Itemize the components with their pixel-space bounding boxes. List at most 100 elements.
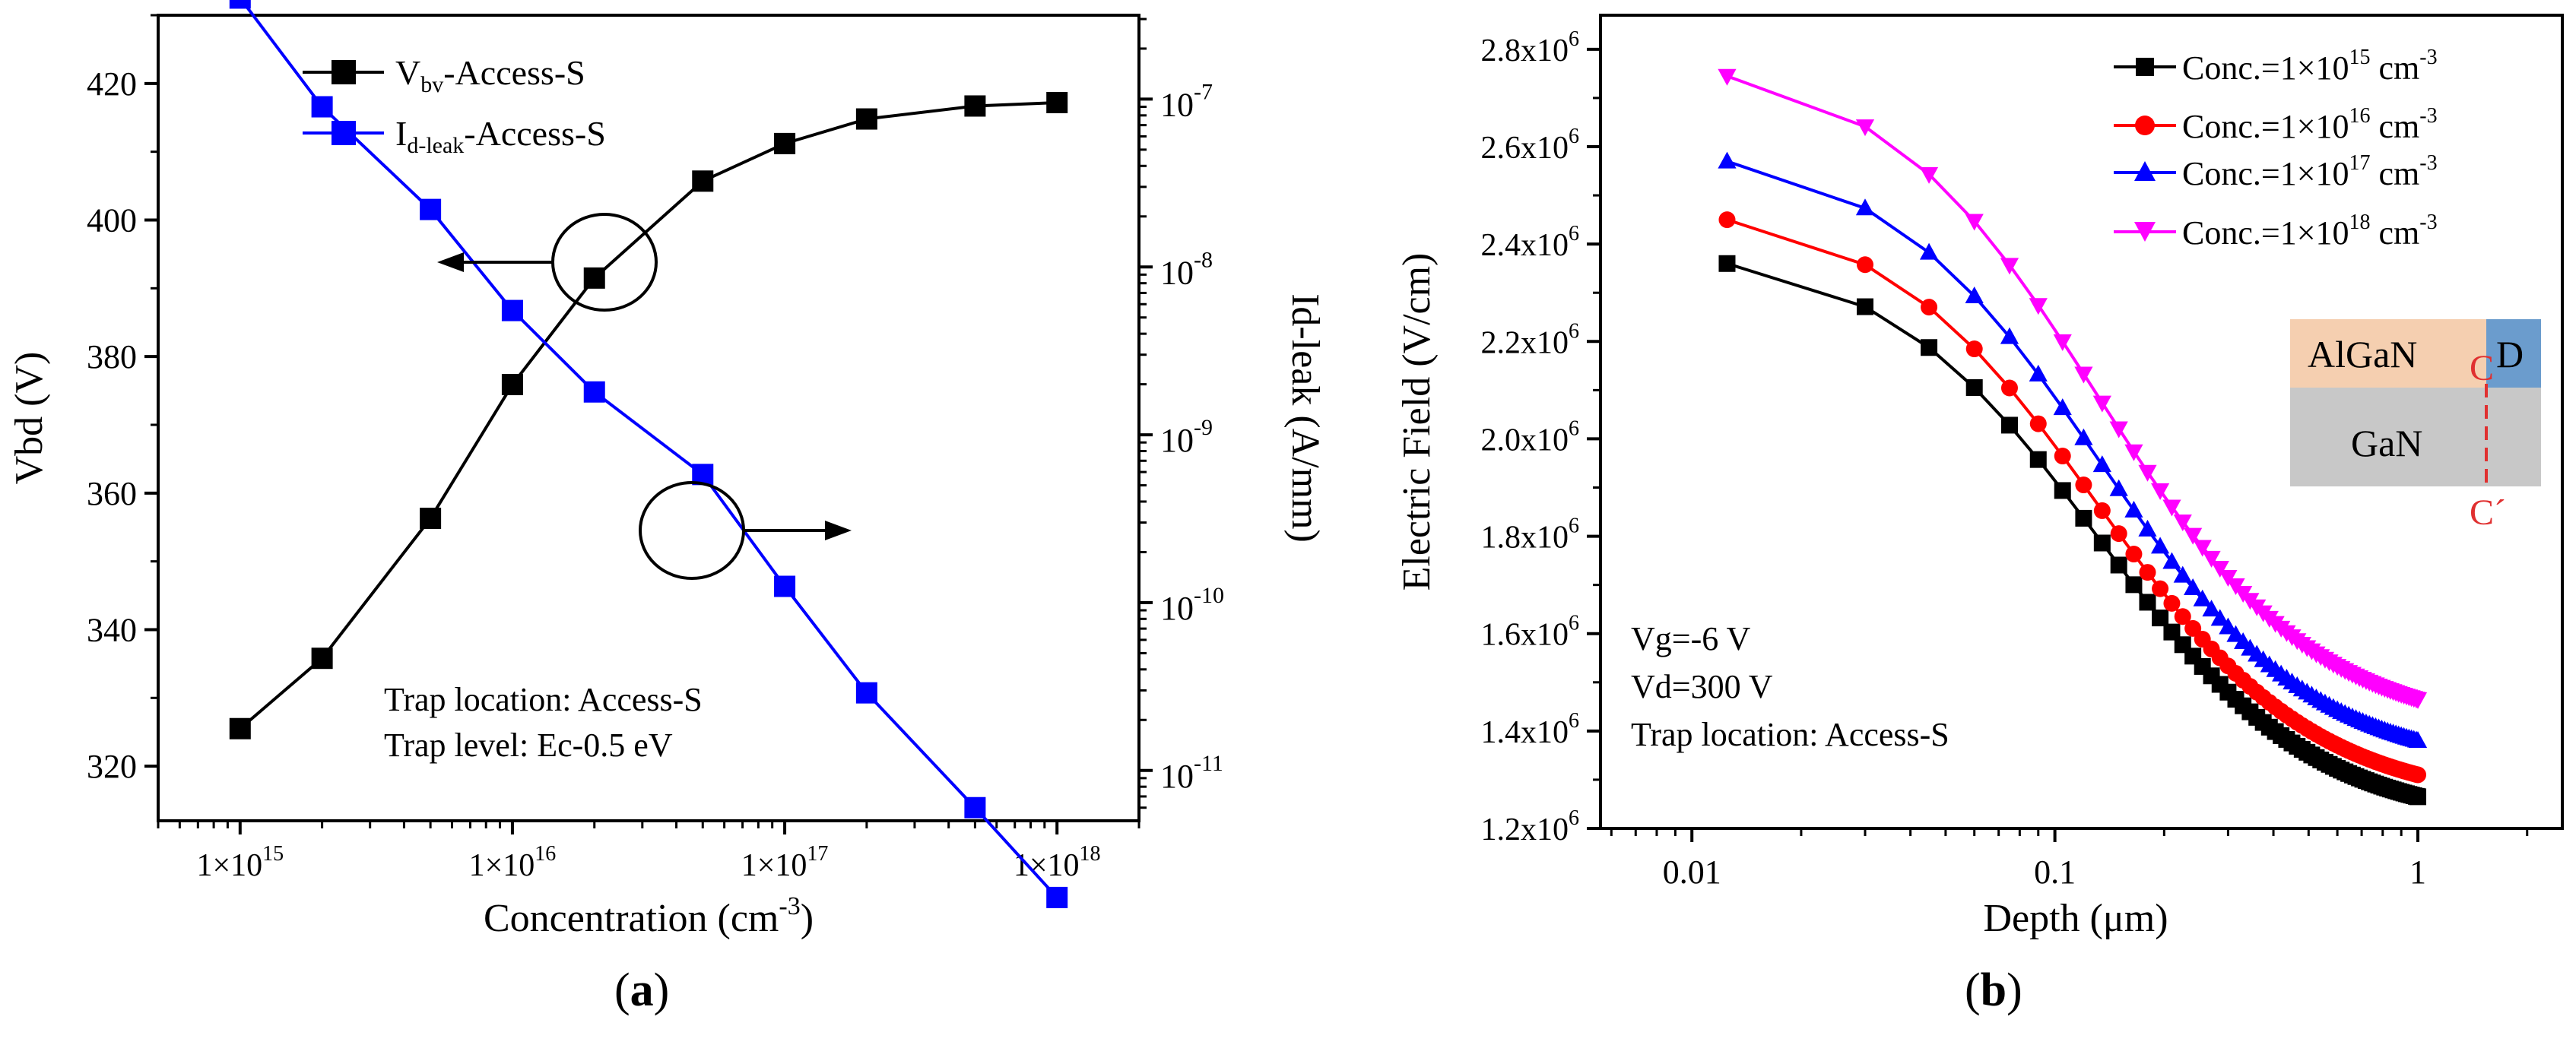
panel-b-point-1 (2409, 766, 2427, 784)
inset-label-drain: D (2496, 333, 2524, 375)
panel-b-ticks: 0.01 0.1 1 1.2x106 1.4x106 1.6x106 1.8x106 2.0x… (1481, 27, 2529, 891)
panel-b-point-1 (1718, 211, 1736, 229)
caption-b: (b) (1965, 964, 2022, 1016)
panel-b-point-0 (2110, 556, 2127, 574)
panel-a-y-right-tick-label: 10-7 (1160, 79, 1213, 123)
panel-b-y-tick-label: 1.8x106 (1481, 515, 1580, 556)
panel-b-point-1 (2163, 594, 2181, 612)
panel-a-x-tick-label: 1×1015 (196, 842, 284, 883)
panel-b-point-0 (2075, 509, 2092, 527)
panel-b-y-tick-label: 2.8x106 (1481, 27, 1580, 68)
panel-b-point-3 (2053, 334, 2072, 351)
panel-a-point-0 (311, 648, 333, 670)
panel-a-y-axis-title-left: Vbd (V) (8, 352, 51, 485)
panel-b-point-3 (2000, 258, 2019, 275)
panel-a-point-1 (855, 682, 877, 704)
panel-a-legend: Vbv-Access-S Id-leak-Access-S (303, 53, 606, 158)
panel-a-lines (239, 0, 1058, 899)
panel-a-annotation-trap-level: Trap level: Ec-0.5 eV (384, 727, 673, 764)
panel-b-point-2 (2150, 537, 2170, 554)
panel-b-point-2 (2408, 731, 2428, 749)
panel-b-point-3 (2138, 464, 2157, 482)
panel-b-inset-schematic: AlGaN GaN D C C´ (2290, 319, 2541, 533)
panel-b-point-2 (2074, 428, 2093, 445)
panel-a-point-0 (964, 95, 986, 117)
panel-b-point-1 (2125, 546, 2143, 563)
panel-b-point-3 (2074, 366, 2093, 384)
panel-a-x-axis-title: Concentration (cm-3) (484, 892, 814, 940)
panel-b-point-1 (2139, 564, 2156, 581)
caption-a: (a) (614, 964, 670, 1016)
panel-b-point-1 (2110, 525, 2127, 543)
panel-b-point-0 (2000, 416, 2018, 434)
panel-b-point-3 (2193, 540, 2212, 557)
panel-b-point-2 (2173, 565, 2192, 583)
panel-a-series-line-0 (239, 100, 1058, 730)
legend-label-conc15: Conc.=1×1015 cm-3 (2182, 46, 2438, 87)
panel-b-point-2 (2124, 500, 2143, 518)
panel-b-point-3 (2162, 499, 2181, 517)
panel-a-y-tick-label: 380 (87, 338, 137, 375)
panel-a-y-tick-label: 420 (87, 65, 137, 103)
panel-a-point-1 (501, 299, 523, 321)
legend-label-vbv: Vbv-Access-S (395, 53, 585, 97)
legend-label-conc17: Conc.=1×1017 cm-3 (2182, 151, 2438, 192)
panel-b-point-1 (2184, 619, 2202, 637)
panel-a-y-right-tick-label: 10-9 (1160, 415, 1213, 459)
panel-a-point-1 (311, 96, 333, 118)
panel-b-point-1 (1856, 256, 1873, 274)
panel-b-point-0 (2125, 576, 2143, 594)
panel-b-point-2 (2162, 552, 2181, 569)
panel-a-chart: 1×1015 1×1016 1×1017 1×1018 320 340 360 380 400 4… (8, 0, 1327, 940)
panel-b-point-2 (2210, 609, 2229, 626)
panel-b-point-2 (2202, 600, 2221, 617)
inset-drain-electrode (2486, 319, 2541, 388)
panel-b-point-0 (2093, 534, 2111, 552)
panel-b-point-3 (2124, 444, 2143, 461)
panel-b-point-0 (1718, 255, 1736, 272)
legend-marker-conc15 (2136, 58, 2154, 76)
panel-b-point-2 (2109, 479, 2128, 496)
panel-b-point-3 (2184, 527, 2203, 545)
panel-a-point-0 (501, 373, 523, 395)
panel-a-series-line-1 (240, 0, 1058, 899)
panel-b-point-3 (1718, 68, 1737, 86)
panel-a-y-tick-label: 360 (87, 475, 137, 512)
panel-a-y-right-tick-label: 10-10 (1160, 583, 1224, 627)
panel-a-point-1 (774, 575, 796, 597)
panel-b-point-2 (2029, 364, 2048, 382)
panel-b-point-2 (1965, 286, 1984, 303)
panel-a-point-0 (420, 508, 442, 530)
panel-a-y-right-tick-label: 10-11 (1160, 751, 1223, 795)
panel-a-y-tick-label: 320 (87, 748, 137, 785)
panel-b-x-axis-title: Depth (μm) (1983, 897, 2168, 940)
panel-b-annotation-vg: Vg=-6 V (1631, 620, 1750, 657)
panel-b-point-1 (1965, 340, 1983, 358)
panel-b-point-1 (2054, 448, 2071, 465)
panel-b-point-0 (2152, 610, 2169, 627)
panel-b-annotation-vd: Vd=300 V (1631, 668, 1773, 705)
panel-b-x-tick-label: 0.01 (1663, 853, 1721, 891)
inset-label-algan: AlGaN (2308, 333, 2417, 375)
inset-algan-layer (2290, 319, 2486, 388)
inset-label-cut-top: C (2470, 348, 2494, 388)
legend-label-idleak: Id-leak-Access-S (395, 114, 606, 158)
legend-marker-conc17 (2134, 161, 2156, 181)
panel-a-point-0 (1046, 91, 1068, 113)
panel-b-point-2 (2138, 519, 2157, 537)
panel-b-point-1 (2174, 608, 2191, 625)
panel-b-point-3 (2408, 692, 2428, 709)
panel-b-point-3 (1965, 214, 1984, 231)
panel-a-plot-frame (157, 14, 1140, 822)
panel-b-point-2 (2184, 578, 2203, 595)
panel-b-point-2 (1855, 198, 1875, 216)
panel-b-point-1 (2029, 415, 2047, 432)
callout-circle-idleak (639, 481, 745, 580)
panel-b-point-2 (2053, 398, 2072, 416)
legend-label-conc16: Conc.=1×1016 cm-3 (2182, 104, 2438, 145)
panel-b-point-3 (2173, 515, 2192, 532)
panel-a-x-tick-label: 1×1018 (1014, 842, 1101, 883)
panel-b-point-0 (2409, 788, 2427, 806)
panel-b-y-tick-label: 1.6x106 (1481, 612, 1580, 653)
panel-a-y-tick-label: 340 (87, 611, 137, 648)
